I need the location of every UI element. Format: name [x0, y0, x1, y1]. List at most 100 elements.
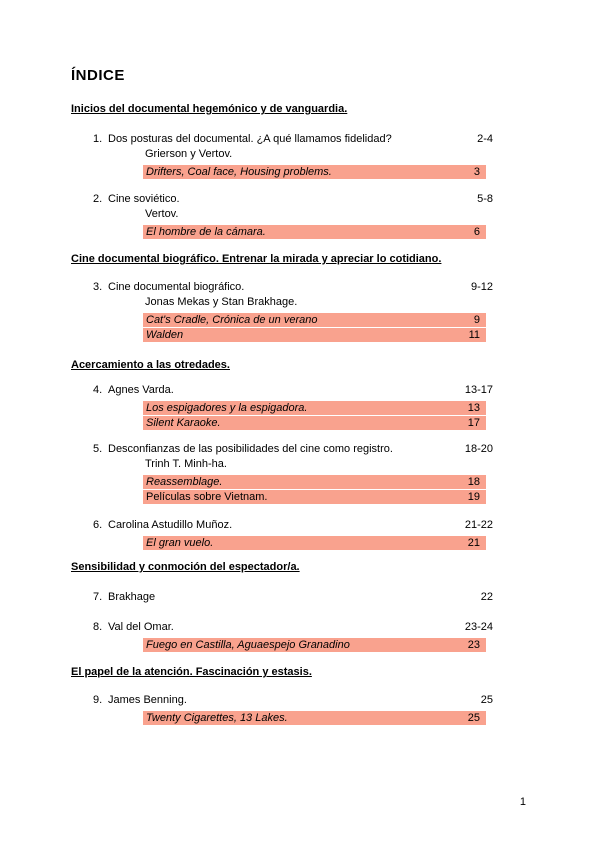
film-title: Fuego en Castilla, Aguaespejo Granadino [146, 639, 350, 651]
item-title: James Benning. [108, 694, 187, 706]
highlight-bar: Cat's Cradle, Crónica de un verano 9 [143, 313, 486, 327]
highlight-bar: Silent Karaoke. 17 [143, 416, 486, 430]
toc-item-line: 5. Desconfianzas de las posibilidades de… [71, 442, 493, 457]
film-title: Películas sobre Vietnam. [146, 491, 268, 503]
page-number: 1 [519, 796, 526, 808]
film-page: 6 [473, 226, 480, 238]
film-title: Reassemblage. [146, 476, 223, 488]
item-pages: 13-17 [464, 384, 493, 396]
film-row: Twenty Cigarettes, 13 Lakes. 25 [71, 708, 493, 725]
highlight-bar: El gran vuelo. 21 [143, 536, 486, 550]
film-row: Drifters, Coal face, Housing problems. 3 [71, 162, 493, 179]
item-title: Dos posturas del documental. ¿A qué llam… [108, 133, 392, 145]
item-title: Agnes Varda. [108, 384, 174, 396]
film-page: 3 [473, 166, 480, 178]
film-title: Walden [146, 329, 184, 341]
toc-item-6: 6. Carolina Astudillo Muñoz. 21-22 El gr… [71, 518, 493, 550]
item-pages: 5-8 [477, 193, 493, 205]
toc-item-line: 7. Brakhage 22 [71, 590, 493, 605]
item-title: Brakhage [108, 591, 156, 603]
film-row: Cat's Cradle, Crónica de un verano 9 [71, 310, 493, 327]
item-author: Trinh T. Minh-ha. [145, 458, 227, 470]
item-pages: 23-24 [464, 621, 493, 633]
film-page: 11 [468, 329, 480, 341]
highlight-bar: El hombre de la cámara. 6 [143, 225, 486, 239]
highlight-bar: Películas sobre Vietnam. 19 [143, 490, 486, 504]
section-heading-4: Sensibilidad y conmoción del espectador/… [71, 561, 300, 573]
toc-item-8: 8. Val del Omar. 23-24 Fuego en Castilla… [71, 620, 493, 652]
film-row: Walden 11 [71, 325, 493, 342]
film-page: 17 [467, 417, 480, 429]
film-page: 25 [467, 712, 480, 724]
item-title: Cine soviético. [108, 193, 180, 205]
item-pages: 9-12 [470, 281, 493, 293]
highlight-bar: Drifters, Coal face, Housing problems. 3 [143, 165, 486, 179]
item-title: Val del Omar. [108, 621, 174, 633]
film-row: Películas sobre Vietnam. 19 [71, 487, 493, 504]
toc-item-3: 3. Cine documental biográfico. 9-12 Jona… [71, 280, 493, 342]
film-row: Reassemblage. 18 [71, 472, 493, 489]
film-page: 19 [467, 491, 480, 503]
film-page: 21 [467, 537, 480, 549]
film-page: 18 [467, 476, 480, 488]
section-heading-1: Inicios del documental hegemónico y de v… [71, 103, 348, 115]
film-title: Drifters, Coal face, Housing problems. [146, 166, 332, 178]
toc-item-line: 1. Dos posturas del documental. ¿A qué l… [71, 132, 493, 147]
item-author: Grierson y Vertov. [145, 148, 233, 160]
film-page: 13 [467, 402, 480, 414]
toc-item-line: 2. Cine soviético. 5-8 [71, 192, 493, 207]
item-number: 9. [93, 694, 103, 706]
highlight-bar: Fuego en Castilla, Aguaespejo Granadino … [143, 638, 486, 652]
film-row: Los espigadores y la espigadora. 13 [71, 398, 493, 415]
item-pages: 25 [480, 694, 493, 706]
item-number: 4. [93, 384, 103, 396]
film-title: Los espigadores y la espigadora. [146, 402, 308, 414]
item-number: 1. [93, 133, 103, 145]
film-row: El hombre de la cámara. 6 [71, 222, 493, 239]
film-row: El gran vuelo. 21 [71, 533, 493, 550]
film-title: El hombre de la cámara. [146, 226, 266, 238]
toc-item-1: 1. Dos posturas del documental. ¿A qué l… [71, 132, 493, 179]
film-page: 23 [467, 639, 480, 651]
toc-item-line: 3. Cine documental biográfico. 9-12 [71, 280, 493, 295]
film-row: Silent Karaoke. 17 [71, 413, 493, 430]
page-title: ÍNDICE [71, 67, 125, 84]
toc-item-line: 9. James Benning. 25 [71, 693, 493, 708]
item-number: 6. [93, 519, 103, 531]
item-number: 2. [93, 193, 103, 205]
toc-item-9: 9. James Benning. 25 Twenty Cigarettes, … [71, 693, 493, 725]
item-pages: 2-4 [477, 133, 493, 145]
item-number: 3. [93, 281, 103, 293]
item-author: Vertov. [145, 208, 179, 220]
item-pages: 22 [480, 591, 493, 603]
item-number: 5. [93, 443, 103, 455]
toc-item-4: 4. Agnes Varda. 13-17 Los espigadores y … [71, 383, 493, 430]
highlight-bar: Reassemblage. 18 [143, 475, 486, 489]
highlight-bar: Los espigadores y la espigadora. 13 [143, 401, 486, 415]
film-row: Fuego en Castilla, Aguaespejo Granadino … [71, 635, 493, 652]
item-title: Cine documental biográfico. [108, 281, 245, 293]
item-number: 8. [93, 621, 103, 633]
film-page: 9 [473, 314, 480, 326]
item-title: Desconfianzas de las posibilidades del c… [108, 443, 393, 455]
film-title: Silent Karaoke. [146, 417, 221, 429]
section-heading-2: Cine documental biográfico. Entrenar la … [71, 253, 442, 265]
toc-item-5: 5. Desconfianzas de las posibilidades de… [71, 442, 493, 504]
film-title: Cat's Cradle, Crónica de un verano [146, 314, 318, 326]
film-title: El gran vuelo. [146, 537, 214, 549]
item-author: Jonas Mekas y Stan Brakhage. [145, 296, 298, 308]
toc-item-line: 6. Carolina Astudillo Muñoz. 21-22 [71, 518, 493, 533]
toc-item-7: 7. Brakhage 22 [71, 590, 493, 605]
section-heading-5: El papel de la atención. Fascinación y e… [71, 666, 312, 678]
film-title: Twenty Cigarettes, 13 Lakes. [146, 712, 288, 724]
toc-item-2: 2. Cine soviético. 5-8 Vertov. El hombre… [71, 192, 493, 239]
section-heading-3: Acercamiento a las otredades. [71, 359, 230, 371]
item-pages: 21-22 [464, 519, 493, 531]
toc-item-line: 4. Agnes Varda. 13-17 [71, 383, 493, 398]
item-number: 7. [93, 591, 103, 603]
item-pages: 18-20 [464, 443, 493, 455]
highlight-bar: Twenty Cigarettes, 13 Lakes. 25 [143, 711, 486, 725]
toc-item-line: 8. Val del Omar. 23-24 [71, 620, 493, 635]
item-title: Carolina Astudillo Muñoz. [108, 519, 233, 531]
